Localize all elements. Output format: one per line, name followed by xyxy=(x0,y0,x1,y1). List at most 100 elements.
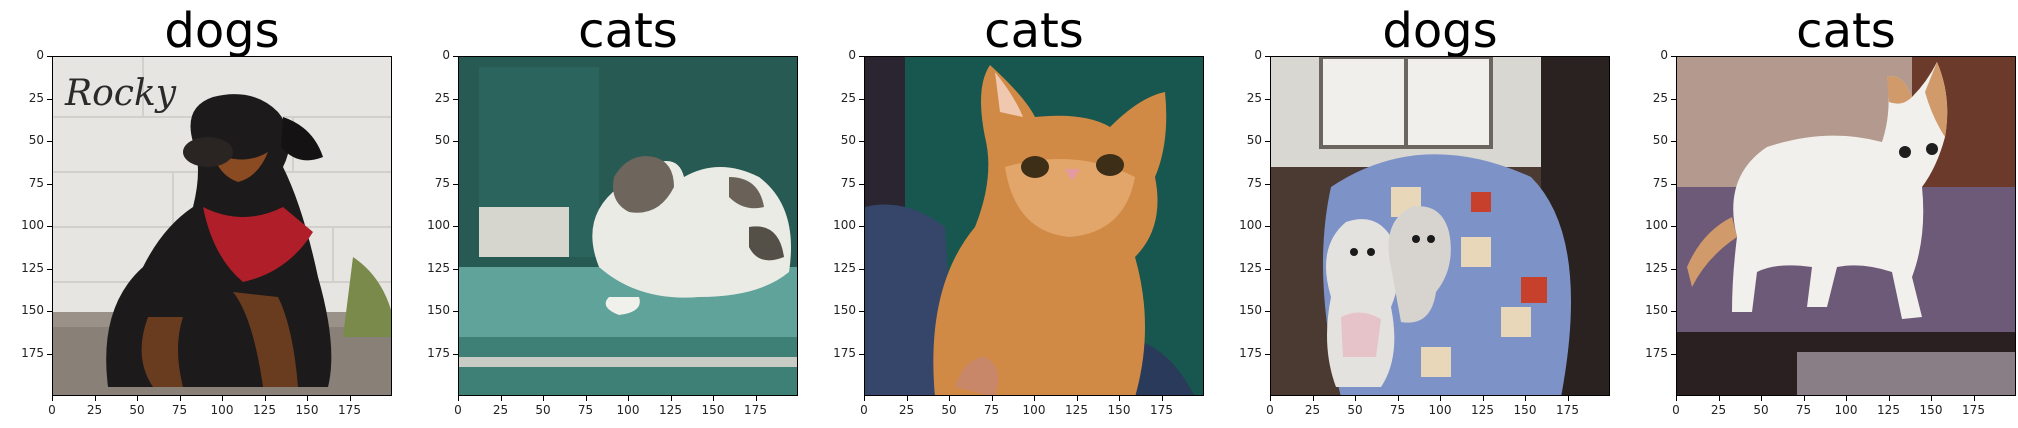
x-tick-mark xyxy=(1567,396,1569,401)
y-tick-label: 75 xyxy=(1246,175,1262,190)
x-tick-label: 0 xyxy=(454,403,462,417)
x-tick-label: 150 xyxy=(1107,403,1131,417)
x-tick-mark xyxy=(1761,396,1762,401)
y-tick-mark xyxy=(859,311,864,312)
x-tick-mark xyxy=(949,396,950,401)
y-tick-mark xyxy=(1671,268,1676,270)
x-tick-label: 0 xyxy=(1672,403,1680,417)
y-tick-mark xyxy=(453,311,458,312)
x-tick-mark xyxy=(1482,396,1484,401)
y-tick-mark xyxy=(1671,353,1676,355)
y-tick-mark xyxy=(47,141,52,142)
x-tick-label: 175 xyxy=(744,403,767,417)
y-tick-label: 75 xyxy=(434,175,450,190)
x-tick-label: 175 xyxy=(1962,403,1985,417)
y-tick-mark xyxy=(453,268,458,270)
x-tick-mark xyxy=(1034,396,1035,401)
x-tick-label: 125 xyxy=(659,403,682,417)
x-tick-mark xyxy=(500,396,502,401)
y-tick-label: 50 xyxy=(1652,133,1668,147)
image-frame xyxy=(864,56,1204,396)
x-tick-label: 50 xyxy=(535,403,551,417)
y-tick-label: 175 xyxy=(21,345,44,360)
y-tick-label: 100 xyxy=(427,218,450,232)
y-tick-label: 150 xyxy=(1239,303,1262,317)
x-tick-mark xyxy=(458,396,459,401)
y-tick-mark xyxy=(1671,141,1676,142)
x-tick-label: 175 xyxy=(1150,403,1173,417)
y-tick-mark xyxy=(453,226,458,227)
x-tick-mark xyxy=(52,396,53,401)
x-tick-mark xyxy=(1973,396,1975,401)
y-tick-label: 150 xyxy=(833,303,856,317)
y-tick-mark xyxy=(1265,183,1270,185)
x-tick-label: 75 xyxy=(171,403,188,417)
watermark-text: Rocky xyxy=(64,73,177,114)
y-tick-label: 125 xyxy=(427,260,450,275)
x-tick-mark xyxy=(543,396,544,401)
x-tick-mark xyxy=(1718,396,1720,401)
y-tick-label: 100 xyxy=(1645,218,1668,232)
x-tick-label: 100 xyxy=(210,403,234,417)
y-tick-mark xyxy=(1671,98,1676,100)
x-tick-mark xyxy=(1119,396,1120,401)
dog-photo: Rocky xyxy=(53,57,391,395)
y-tick-mark xyxy=(453,353,458,355)
image-panel-4: dogs 0 25 50 75 100 125 150 175 0 25 50 75 100 125 150… xyxy=(1239,0,1610,428)
x-tick-label: 50 xyxy=(1347,403,1363,417)
x-tick-label: 150 xyxy=(701,403,725,417)
x-tick-label: 150 xyxy=(1513,403,1537,417)
y-tick-label: 25 xyxy=(840,90,856,105)
image-frame xyxy=(1270,56,1610,396)
x-tick-mark xyxy=(222,396,223,401)
y-tick-label: 50 xyxy=(434,133,450,147)
panel-title: cats xyxy=(578,3,678,59)
y-tick-mark xyxy=(47,268,52,270)
y-tick-mark xyxy=(47,98,52,100)
y-tick-mark xyxy=(453,183,458,185)
y-tick-mark xyxy=(1265,353,1270,355)
x-tick-mark xyxy=(906,396,908,401)
cat-photo xyxy=(459,57,797,395)
x-tick-label: 125 xyxy=(1471,403,1494,417)
x-tick-label: 25 xyxy=(1710,403,1727,417)
y-tick-mark xyxy=(453,98,458,100)
panel-title: cats xyxy=(1796,3,1896,59)
x-tick-label: 125 xyxy=(1877,403,1900,417)
y-tick-mark xyxy=(1671,56,1676,57)
y-tick-mark xyxy=(859,353,864,355)
y-tick-label: 75 xyxy=(28,175,44,190)
y-tick-mark xyxy=(1265,56,1270,57)
y-tick-label: 25 xyxy=(1246,90,1262,105)
x-tick-mark xyxy=(264,396,266,401)
y-tick-mark xyxy=(47,56,52,57)
y-tick-label: 125 xyxy=(833,260,856,275)
x-tick-mark xyxy=(670,396,672,401)
x-tick-mark xyxy=(1676,396,1677,401)
x-tick-mark xyxy=(349,396,351,401)
x-tick-label: 175 xyxy=(1556,403,1579,417)
x-tick-mark xyxy=(1270,396,1271,401)
y-tick-mark xyxy=(1671,226,1676,227)
image-panel-2: cats 0 25 50 75 100 125 150 175 0 25 50 75 100 125 150… xyxy=(427,0,798,428)
x-tick-label: 50 xyxy=(941,403,957,417)
x-tick-mark xyxy=(179,396,181,401)
y-tick-mark xyxy=(1265,311,1270,312)
x-tick-mark xyxy=(991,396,993,401)
y-tick-label: 175 xyxy=(1239,345,1262,360)
y-tick-mark xyxy=(859,226,864,227)
y-tick-label: 125 xyxy=(1239,260,1262,275)
x-tick-label: 50 xyxy=(129,403,145,417)
x-tick-mark xyxy=(755,396,757,401)
x-tick-label: 0 xyxy=(860,403,868,417)
y-tick-mark xyxy=(1671,311,1676,312)
x-tick-label: 100 xyxy=(1834,403,1858,417)
x-tick-label: 100 xyxy=(1428,403,1452,417)
image-panel-5: cats 0 25 50 75 100 125 150 175 0 25 50 75 100 125 150… xyxy=(1645,0,2016,428)
y-tick-label: 25 xyxy=(1652,90,1668,105)
y-tick-label: 0 xyxy=(1254,48,1262,62)
x-tick-label: 150 xyxy=(1919,403,1943,417)
y-tick-mark xyxy=(47,226,52,227)
y-tick-mark xyxy=(859,141,864,142)
x-tick-mark xyxy=(1440,396,1441,401)
